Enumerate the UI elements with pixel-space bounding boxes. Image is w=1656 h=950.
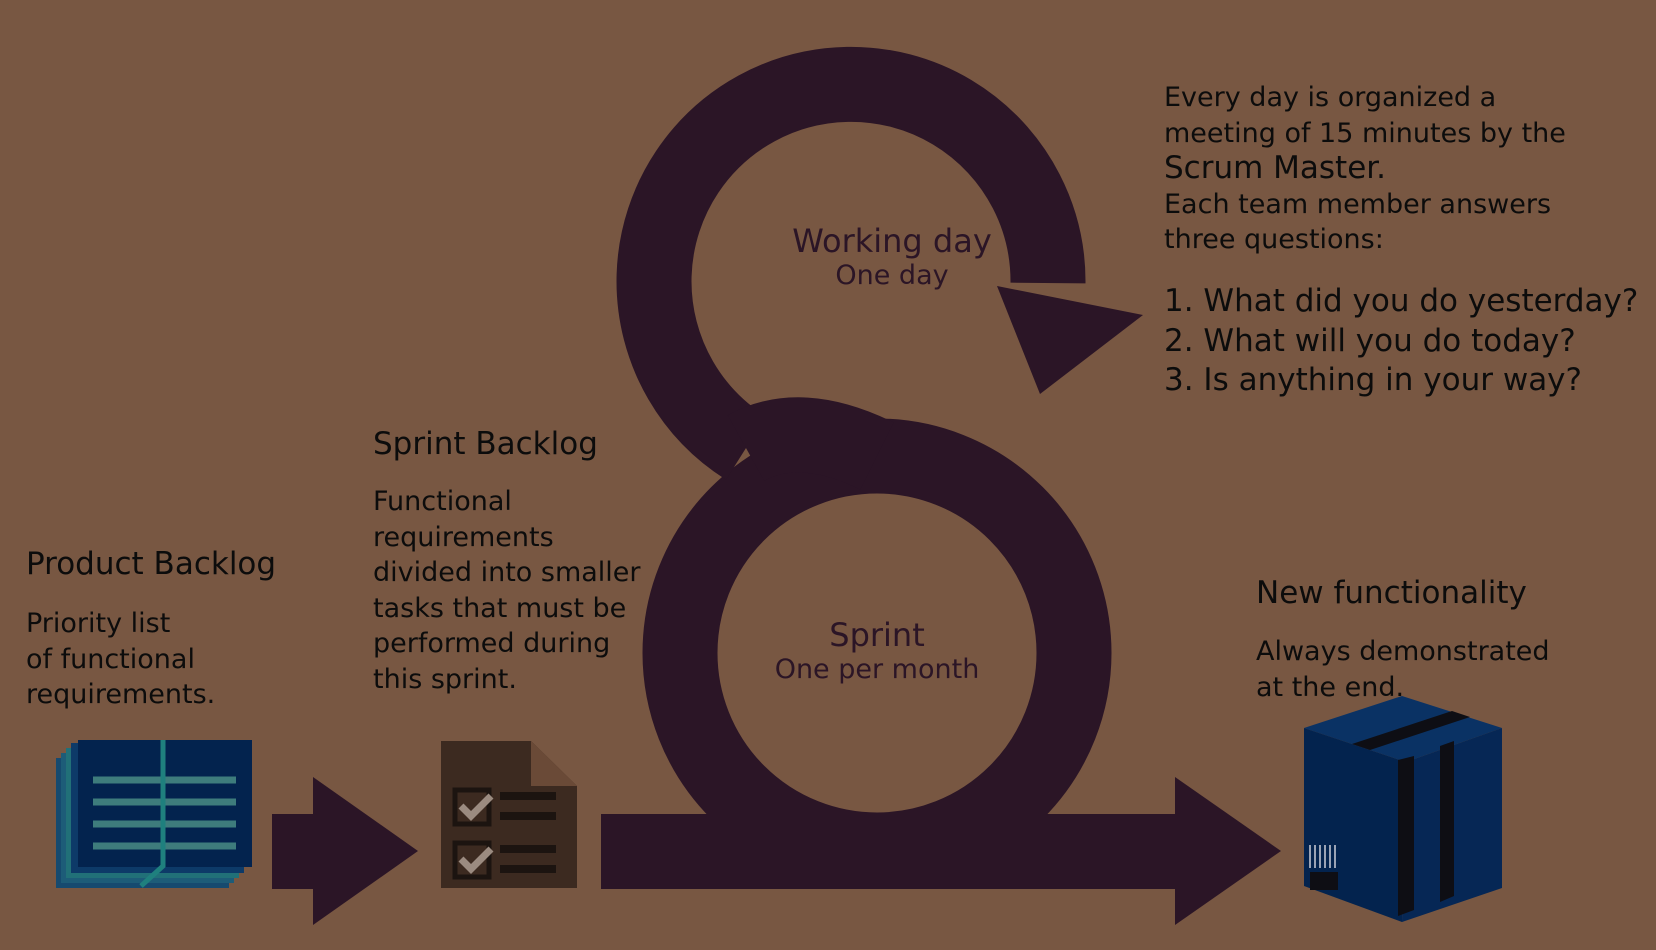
product-backlog-title: Product Backlog [26,546,277,582]
new-functionality-title: New functionality [1256,575,1527,611]
small-arrow-bar [272,814,314,889]
new-functionality-description: Always demonstrated at the end. [1256,634,1550,705]
sprint-backlog-description: Functional requirements divided into sma… [373,484,641,697]
shipping-box-icon [1304,696,1502,922]
checklist-document-icon [441,741,577,888]
working-day-title: Working day [792,222,992,260]
working-day-label: Working day One day [772,222,1012,291]
daily-meeting-description: Every day is organized a meeting of 15 m… [1164,80,1566,258]
description-line: Priority list [26,608,171,639]
description-line: meeting of 15 minutes by the [1164,117,1566,149]
sprint-backlog-title: Sprint Backlog [373,426,598,462]
sprint-title: Sprint [829,616,925,654]
description-line: of functional [26,643,195,675]
description-line: divided into smaller [373,557,641,588]
product-backlog-description: Priority list of functional requirements… [26,606,215,713]
flow-bar [601,814,1176,889]
description-line: requirements. [26,679,216,710]
description-line: tasks that must be [373,592,627,624]
question-item: 3. Is anything in your way? [1164,362,1582,398]
flow-arrowhead [1175,777,1281,925]
description-line: this sprint. [373,663,517,695]
working-day-subtitle: One day [835,260,949,291]
description-line: three questions: [1164,224,1384,255]
working-day-loop [616,46,1086,480]
sprint-subtitle: One per month [774,654,980,685]
small-arrowhead [313,777,418,925]
book-stack-icon [56,740,252,888]
daily-questions-list: 1. What did you do yesterday? 2. What wi… [1164,282,1638,401]
question-item: 2. What will you do today? [1164,322,1576,359]
description-line: requirements [373,521,554,553]
working-day-arrowhead [997,286,1143,394]
loop-crossing [727,397,894,490]
description-line: performed during [373,628,611,659]
description-line: at the end. [1256,671,1405,703]
sprint-label: Sprint One per month [737,616,1017,685]
scrum-master-highlight: Scrum Master. [1164,150,1387,186]
question-item: 1. What did you do yesterday? [1164,283,1639,319]
description-line: Always demonstrated [1256,636,1550,667]
description-line: Each team member answers [1164,188,1552,220]
description-line: Every day is organized a [1164,82,1497,113]
description-line: Functional [373,486,512,517]
